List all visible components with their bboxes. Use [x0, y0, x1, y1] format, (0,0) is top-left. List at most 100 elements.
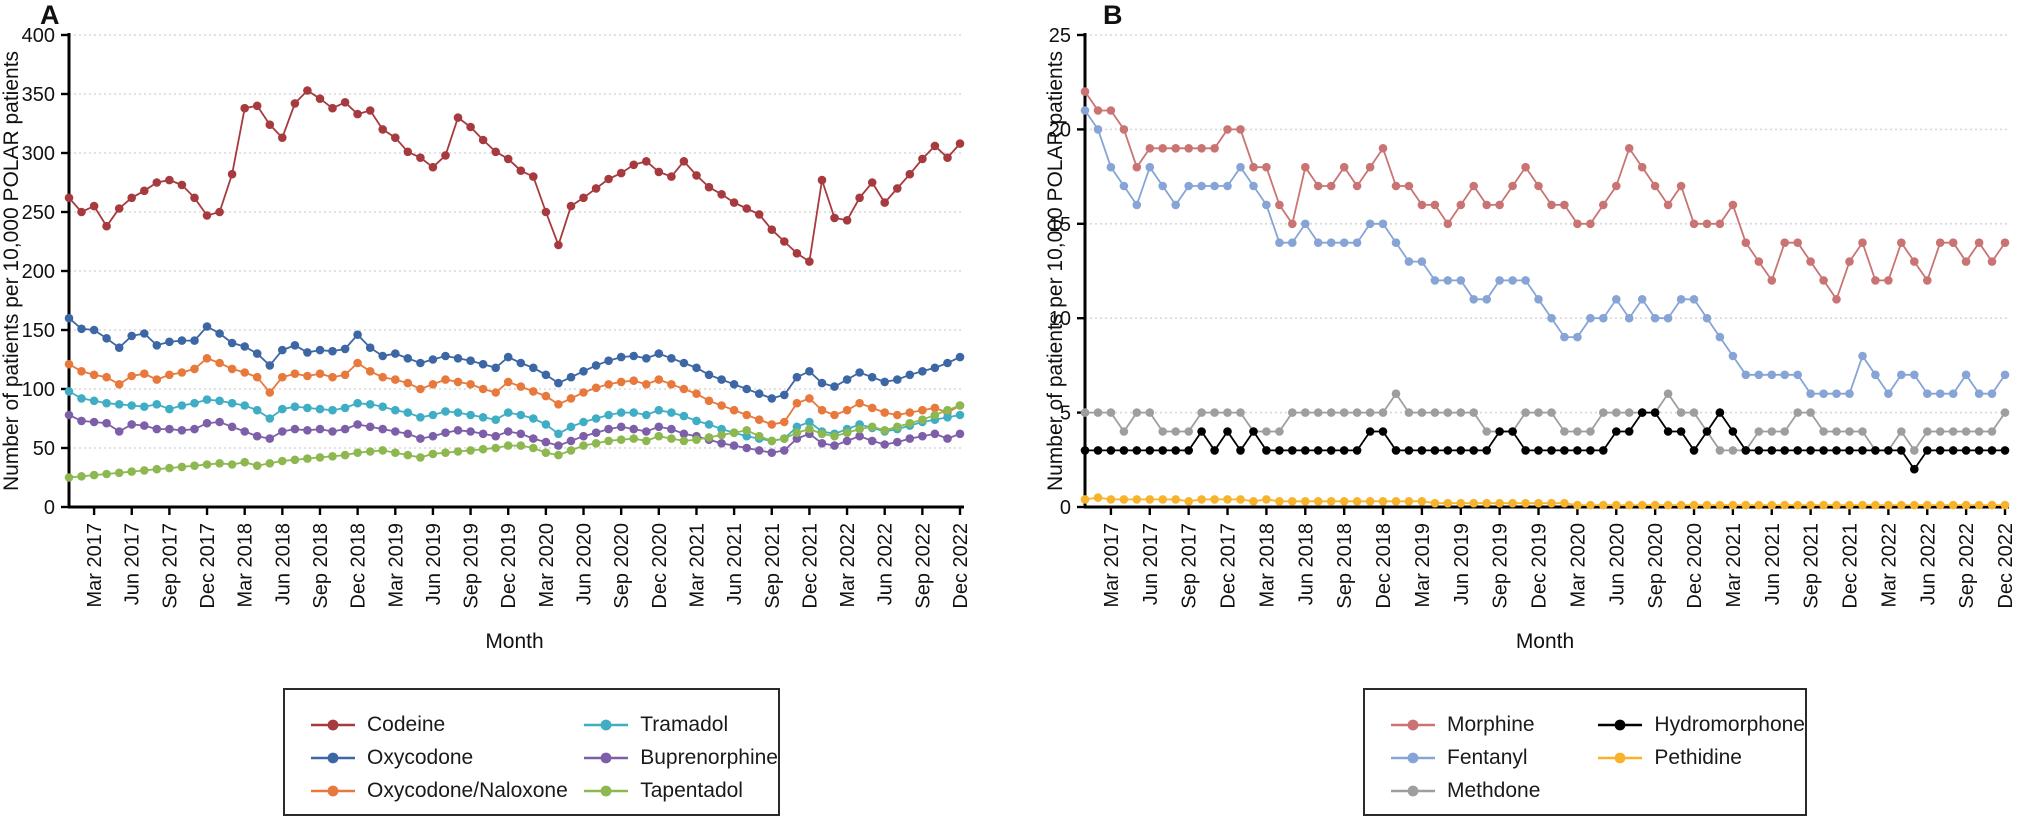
data-point	[1534, 498, 1543, 508]
data-point	[1780, 370, 1789, 380]
data-point	[378, 446, 388, 455]
data-point	[805, 424, 814, 434]
data-point	[491, 415, 501, 425]
data-point	[591, 414, 601, 423]
data-point	[1469, 408, 1478, 417]
data-point	[1339, 162, 1349, 172]
data-point	[880, 440, 889, 449]
data-point	[616, 352, 626, 362]
data-point	[754, 210, 764, 219]
data-point	[679, 358, 689, 368]
data-point	[1871, 500, 1880, 510]
data-point	[1145, 144, 1155, 153]
data-point	[692, 171, 701, 180]
data-point	[202, 354, 212, 363]
data-point	[1845, 389, 1854, 399]
data-point	[780, 417, 789, 427]
data-point	[1560, 200, 1569, 210]
data-point	[1624, 313, 1634, 323]
data-point	[654, 431, 664, 441]
data-point	[252, 372, 262, 382]
data-point	[1326, 238, 1336, 247]
data-point	[503, 408, 513, 417]
data-point	[1301, 497, 1310, 506]
data-point	[792, 249, 802, 258]
data-point	[190, 398, 199, 408]
data-point	[378, 424, 388, 434]
data-point	[729, 428, 739, 438]
data-point	[905, 434, 915, 443]
data-point	[202, 211, 212, 220]
data-point	[1715, 408, 1725, 417]
data-point	[403, 450, 413, 460]
data-point	[616, 408, 626, 417]
data-point	[240, 342, 249, 351]
data-point	[1080, 87, 1090, 96]
data-point	[1404, 497, 1414, 506]
data-point	[114, 468, 124, 478]
data-point	[453, 426, 463, 435]
data-point	[353, 358, 362, 368]
data-point	[1845, 257, 1854, 266]
data-point	[252, 349, 262, 358]
data-point	[77, 416, 86, 426]
data-point	[89, 370, 99, 380]
data-point	[729, 441, 739, 450]
data-point	[1845, 500, 1854, 510]
data-point	[1573, 500, 1582, 510]
x-axis-title: Month	[1516, 630, 1574, 653]
data-point	[1495, 427, 1504, 436]
data-point	[503, 377, 513, 387]
data-point	[1806, 500, 1815, 510]
data-point	[1391, 238, 1401, 247]
data-point	[1560, 332, 1569, 342]
data-point	[1948, 238, 1958, 247]
data-point	[604, 174, 613, 184]
data-point	[328, 405, 337, 415]
data-point	[654, 405, 664, 415]
data-point	[403, 378, 413, 388]
data-point	[1417, 497, 1427, 506]
data-point	[1443, 446, 1453, 455]
data-point	[2000, 500, 2010, 510]
data-point	[1093, 106, 1103, 115]
data-point	[817, 439, 827, 448]
data-point	[353, 448, 362, 458]
data-point	[1806, 257, 1815, 266]
data-point	[177, 401, 187, 410]
data-point	[742, 384, 751, 394]
x-tick-label: Jun 2019	[1451, 523, 1473, 605]
data-point	[453, 113, 463, 122]
data-point	[729, 198, 739, 207]
series-line	[1084, 496, 2005, 507]
data-point	[165, 463, 174, 473]
data-point	[1547, 408, 1556, 417]
data-point	[1378, 427, 1388, 436]
data-point	[1663, 500, 1673, 510]
data-point	[1352, 446, 1362, 455]
data-point	[403, 354, 413, 363]
data-point	[579, 431, 588, 441]
data-point	[1663, 427, 1673, 436]
data-point	[1210, 495, 1219, 504]
data-point	[1910, 370, 1919, 380]
data-point	[1599, 500, 1608, 510]
data-point	[1223, 181, 1232, 191]
data-point	[1599, 446, 1608, 455]
data-point	[478, 384, 488, 394]
data-point	[416, 384, 425, 394]
data-point	[792, 398, 802, 408]
data-point	[403, 408, 413, 417]
data-point	[604, 380, 613, 389]
data-point	[1197, 181, 1206, 191]
data-point	[391, 448, 400, 458]
data-point	[1288, 219, 1297, 229]
data-point	[529, 443, 538, 453]
data-point	[1793, 500, 1802, 510]
data-point	[303, 426, 312, 435]
data-point	[1884, 276, 1893, 285]
data-point	[202, 418, 212, 428]
data-point	[478, 359, 488, 369]
data-point	[1456, 408, 1466, 417]
data-point	[1961, 370, 1971, 380]
